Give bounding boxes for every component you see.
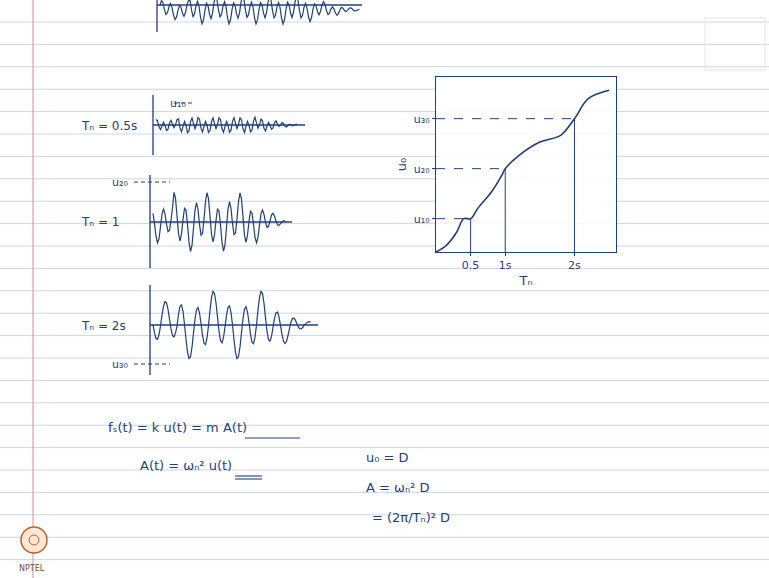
svg-text:Tₙ = 2s: Tₙ = 2s xyxy=(81,319,126,333)
svg-text:u₂₀: u₂₀ xyxy=(112,176,128,189)
svg-text:= (2π/Tₙ)² D: = (2π/Tₙ)² D xyxy=(372,510,450,525)
svg-text:u₀: u₀ xyxy=(394,158,409,171)
svg-text:A = ωₙ² D: A = ωₙ² D xyxy=(366,480,429,495)
svg-text:u₁₀: u₁₀ xyxy=(170,97,186,110)
svg-text:1s: 1s xyxy=(499,259,512,272)
svg-text:u₃₀: u₃₀ xyxy=(112,358,128,371)
svg-text:Tₙ = 1: Tₙ = 1 xyxy=(81,215,119,229)
svg-text:Tₙ: Tₙ xyxy=(518,273,532,288)
svg-text:A(t) = ωₙ² u(t): A(t) = ωₙ² u(t) xyxy=(140,458,232,473)
svg-text:u₀ = D: u₀ = D xyxy=(366,450,409,465)
svg-text:NPTEL: NPTEL xyxy=(19,564,45,573)
svg-text:0.5: 0.5 xyxy=(462,259,480,272)
svg-text:u₃₀: u₃₀ xyxy=(414,113,430,126)
svg-text:u₂₀: u₂₀ xyxy=(414,163,430,176)
svg-text:Tₙ = 0.5s: Tₙ = 0.5s xyxy=(81,119,137,133)
svg-text:2s: 2s xyxy=(568,259,581,272)
svg-text:fₛ(t) = k u(t) = m A(t): fₛ(t) = k u(t) = m A(t) xyxy=(108,420,247,435)
svg-text:u₁₀: u₁₀ xyxy=(414,213,430,226)
